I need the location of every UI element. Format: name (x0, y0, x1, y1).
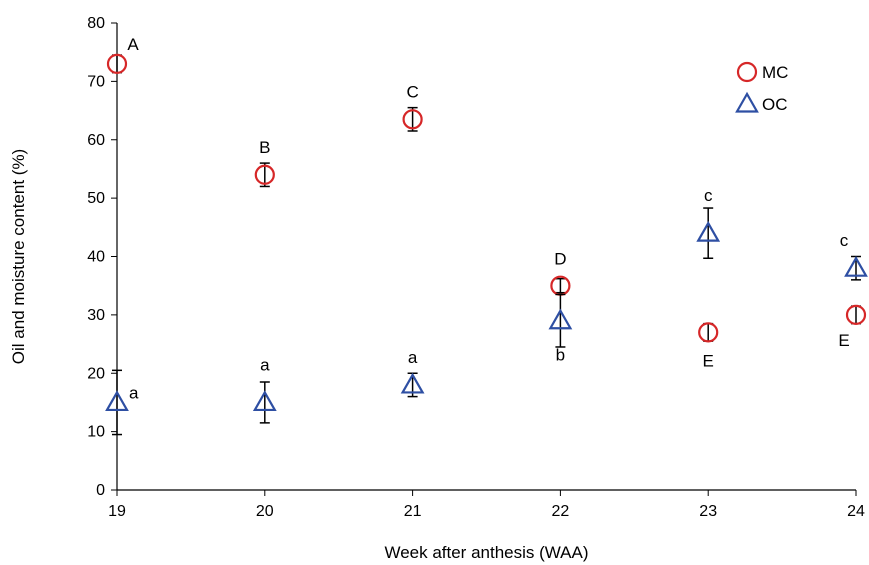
mc-error-bar (112, 54, 122, 74)
mc-point (402, 109, 423, 130)
oc-point (696, 220, 721, 242)
x-tick-label: 20 (256, 503, 274, 520)
mc-error-bar (555, 277, 566, 294)
mc-point-label: B (259, 138, 270, 157)
y-tick-label: 40 (87, 249, 105, 266)
axes (116, 23, 856, 491)
oc-point-label: a (260, 355, 270, 374)
mc-point (845, 304, 867, 325)
y-tick-label: 30 (87, 307, 105, 324)
oc-point (400, 372, 425, 394)
y-axis-ticks: 0 10 20 30 40 50 60 70 80 (87, 15, 117, 499)
mc-point (254, 164, 275, 185)
oc-point (252, 390, 277, 412)
x-tick-label: 21 (404, 503, 422, 520)
oc-error-bar (555, 293, 566, 348)
oc-point (844, 255, 868, 277)
legend-mc-marker (736, 61, 758, 83)
mc-point-label: C (406, 82, 418, 101)
oc-point (105, 390, 129, 412)
oc-error-bar (259, 381, 270, 424)
x-tick-label: 23 (699, 503, 717, 520)
x-tick-label: 19 (108, 503, 126, 520)
oc-point (548, 308, 573, 330)
y-tick-label: 50 (87, 190, 105, 207)
oc-point-label: c (704, 186, 713, 205)
mc-point-label: A (127, 35, 139, 54)
legend-oc-label: OC (762, 95, 788, 114)
y-tick-label: 80 (87, 15, 105, 32)
oc-point-label: a (408, 348, 418, 367)
y-tick-label: 20 (87, 365, 105, 382)
oc-error-bar (112, 369, 122, 436)
legend-oc-marker (735, 91, 759, 113)
legend-mc-label: MC (762, 63, 788, 82)
legend: MC OC (735, 61, 788, 114)
mc-error-bar (703, 322, 714, 342)
mc-error-bar (259, 162, 270, 188)
oc-error-bar (703, 207, 714, 260)
mc-point (698, 322, 719, 343)
mc-point-label: E (838, 331, 849, 350)
y-tick-label: 70 (87, 73, 105, 90)
mc-error-bar (851, 305, 861, 325)
x-axis-ticks: 19 20 21 22 23 24 (108, 490, 865, 520)
mc-point-label: D (554, 250, 566, 269)
oc-point-label: c (840, 231, 849, 250)
y-tick-label: 0 (96, 482, 105, 499)
y-tick-label: 60 (87, 132, 105, 149)
mc-error-bar (407, 106, 418, 132)
mc-point-label: E (703, 351, 714, 370)
mc-point (106, 53, 128, 74)
x-tick-label: 22 (552, 503, 570, 520)
y-tick-label: 10 (87, 424, 105, 441)
plot-area: A B C D E Ea a a b c c (105, 35, 868, 436)
oc-point-label: a (129, 383, 139, 402)
x-axis-title: Week after anthesis (WAA) (384, 543, 588, 562)
x-tick-label: 24 (847, 503, 865, 520)
y-axis-title: Oil and moisture content (%) (9, 149, 28, 364)
oc-point-label: b (556, 346, 565, 365)
